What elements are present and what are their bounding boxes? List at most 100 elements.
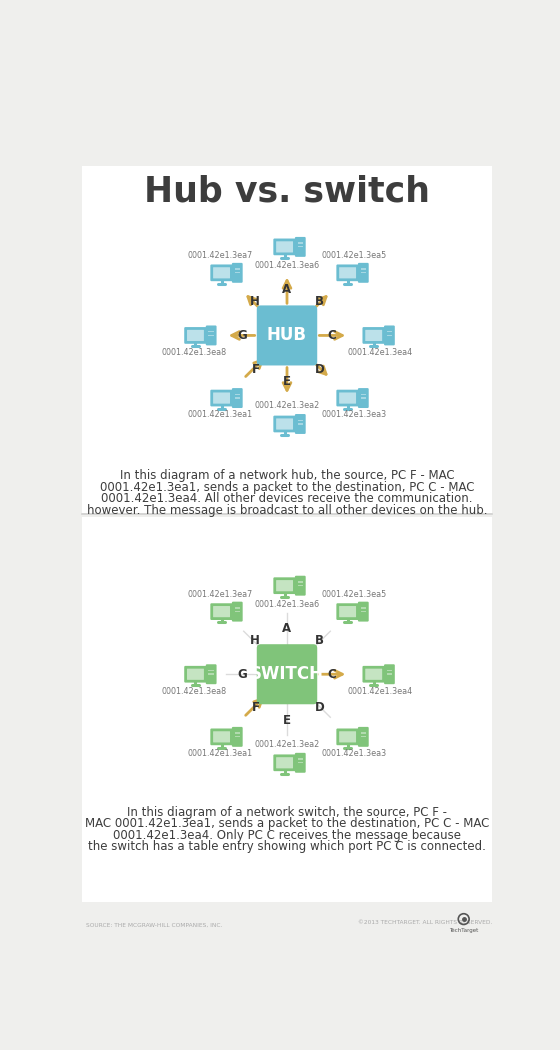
Text: SWITCH: SWITCH [250, 666, 324, 684]
FancyBboxPatch shape [358, 602, 368, 622]
FancyBboxPatch shape [337, 390, 359, 406]
FancyBboxPatch shape [361, 394, 366, 395]
FancyBboxPatch shape [82, 518, 492, 902]
Text: B: B [314, 295, 324, 309]
Text: 0001.42e1.3ea6: 0001.42e1.3ea6 [254, 260, 320, 270]
FancyBboxPatch shape [232, 602, 242, 622]
FancyBboxPatch shape [358, 388, 368, 408]
FancyBboxPatch shape [211, 265, 233, 281]
FancyBboxPatch shape [365, 330, 382, 341]
FancyBboxPatch shape [82, 166, 492, 512]
FancyBboxPatch shape [273, 578, 296, 594]
Text: H: H [250, 295, 260, 309]
FancyBboxPatch shape [235, 269, 240, 270]
Text: 0001.42e1.3ea5: 0001.42e1.3ea5 [321, 590, 386, 600]
FancyBboxPatch shape [211, 390, 233, 406]
FancyBboxPatch shape [365, 669, 382, 679]
Text: 0001.42e1.3ea4: 0001.42e1.3ea4 [347, 348, 413, 357]
Text: 0001.42e1.3ea8: 0001.42e1.3ea8 [161, 687, 227, 696]
FancyBboxPatch shape [273, 755, 296, 771]
FancyBboxPatch shape [276, 757, 293, 769]
FancyBboxPatch shape [386, 673, 392, 675]
FancyBboxPatch shape [295, 237, 306, 257]
FancyBboxPatch shape [184, 328, 207, 343]
Text: H: H [250, 634, 260, 647]
Text: TechTarget: TechTarget [449, 928, 478, 933]
FancyBboxPatch shape [362, 328, 385, 343]
FancyBboxPatch shape [384, 326, 395, 345]
Text: 0001.42e1.3ea6: 0001.42e1.3ea6 [254, 600, 320, 609]
FancyBboxPatch shape [297, 762, 303, 763]
FancyBboxPatch shape [235, 272, 240, 273]
FancyBboxPatch shape [361, 607, 366, 609]
FancyBboxPatch shape [295, 753, 306, 773]
FancyBboxPatch shape [386, 670, 392, 671]
FancyBboxPatch shape [361, 397, 366, 399]
FancyBboxPatch shape [337, 729, 359, 746]
Text: E: E [283, 714, 291, 727]
FancyBboxPatch shape [211, 604, 233, 620]
FancyBboxPatch shape [295, 414, 306, 434]
FancyBboxPatch shape [206, 665, 217, 685]
FancyBboxPatch shape [339, 731, 356, 742]
Text: 0001.42e1.3ea1: 0001.42e1.3ea1 [188, 750, 253, 758]
FancyBboxPatch shape [187, 330, 204, 341]
FancyBboxPatch shape [361, 733, 366, 734]
FancyBboxPatch shape [386, 331, 392, 333]
FancyBboxPatch shape [361, 272, 366, 273]
FancyBboxPatch shape [232, 727, 242, 747]
FancyBboxPatch shape [232, 262, 242, 282]
FancyBboxPatch shape [235, 736, 240, 737]
Text: G: G [237, 329, 247, 342]
FancyBboxPatch shape [184, 666, 207, 683]
Text: A: A [282, 284, 292, 296]
FancyBboxPatch shape [339, 268, 356, 278]
FancyBboxPatch shape [187, 669, 204, 679]
Text: 0001.42e1.3ea5: 0001.42e1.3ea5 [321, 251, 386, 260]
FancyBboxPatch shape [235, 733, 240, 734]
Text: In this diagram of a network switch, the source, PC F -: In this diagram of a network switch, the… [127, 805, 447, 819]
FancyBboxPatch shape [213, 606, 230, 617]
Text: D: D [314, 362, 324, 376]
FancyBboxPatch shape [208, 673, 214, 675]
FancyBboxPatch shape [213, 268, 230, 278]
Text: 0001.42e1.3ea7: 0001.42e1.3ea7 [188, 590, 253, 600]
FancyBboxPatch shape [273, 416, 296, 433]
FancyBboxPatch shape [208, 670, 214, 671]
Text: E: E [283, 375, 291, 387]
Text: 0001.42e1.3ea4. All other devices receive the communication.: 0001.42e1.3ea4. All other devices receiv… [101, 492, 473, 505]
FancyBboxPatch shape [273, 238, 296, 255]
FancyBboxPatch shape [362, 666, 385, 683]
FancyBboxPatch shape [384, 665, 395, 685]
FancyBboxPatch shape [213, 731, 230, 742]
Text: however. The message is broadcast to all other devices on the hub.: however. The message is broadcast to all… [87, 504, 487, 517]
Text: 0001.42e1.3ea1: 0001.42e1.3ea1 [188, 411, 253, 420]
Text: ©2013 TECHTARGET. ALL RIGHTS RESERVED.: ©2013 TECHTARGET. ALL RIGHTS RESERVED. [358, 920, 492, 925]
FancyBboxPatch shape [297, 758, 303, 760]
FancyBboxPatch shape [276, 580, 293, 591]
FancyBboxPatch shape [297, 420, 303, 421]
FancyBboxPatch shape [361, 269, 366, 270]
FancyBboxPatch shape [297, 585, 303, 586]
Text: F: F [251, 362, 260, 376]
FancyBboxPatch shape [386, 335, 392, 336]
FancyBboxPatch shape [339, 393, 356, 403]
Text: 0001.42e1.3ea8: 0001.42e1.3ea8 [161, 348, 227, 357]
Text: 0001.42e1.3ea3: 0001.42e1.3ea3 [321, 411, 386, 420]
Text: MAC 0001.42e1.3ea1, sends a packet to the destination, PC C - MAC: MAC 0001.42e1.3ea1, sends a packet to th… [85, 817, 489, 831]
FancyBboxPatch shape [297, 243, 303, 244]
FancyBboxPatch shape [211, 729, 233, 746]
FancyBboxPatch shape [235, 394, 240, 395]
Text: G: G [237, 668, 247, 680]
FancyBboxPatch shape [361, 611, 366, 612]
Text: 0001.42e1.3ea3: 0001.42e1.3ea3 [321, 750, 386, 758]
FancyBboxPatch shape [235, 611, 240, 612]
FancyBboxPatch shape [235, 397, 240, 399]
FancyBboxPatch shape [232, 388, 242, 408]
Text: 0001.42e1.3ea4. Only PC C receives the message because: 0001.42e1.3ea4. Only PC C receives the m… [113, 828, 461, 842]
FancyBboxPatch shape [339, 606, 356, 617]
Text: the switch has a table entry showing which port PC C is connected.: the switch has a table entry showing whi… [88, 840, 486, 854]
FancyBboxPatch shape [337, 265, 359, 281]
Text: D: D [314, 701, 324, 714]
FancyBboxPatch shape [276, 418, 293, 429]
